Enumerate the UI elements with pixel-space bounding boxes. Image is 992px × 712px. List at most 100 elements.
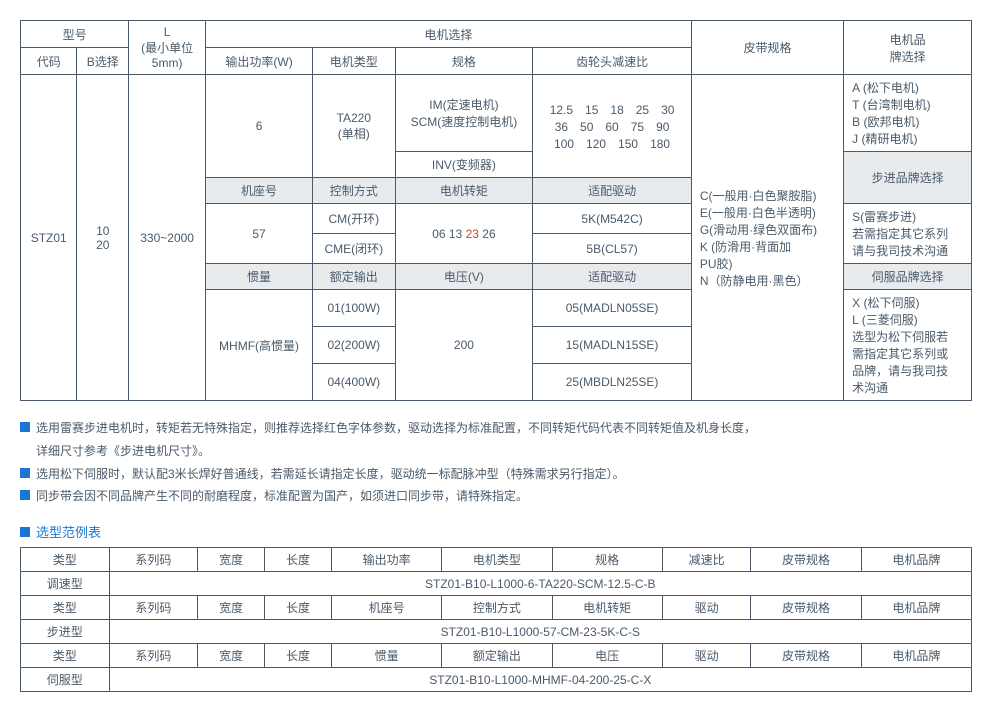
hdr-gear-ratio: 齿轮头减速比 <box>533 48 692 75</box>
ex-h-width: 宽度 <box>198 548 265 572</box>
ex-h-type: 类型 <box>21 548 110 572</box>
bullet-icon <box>20 468 30 478</box>
cell-ta220: TA220 (单相) <box>313 75 395 178</box>
hdr-output-power: 输出功率(W) <box>206 48 313 75</box>
ex-step-code: STZ01-B10-L1000-57-CM-23-5K-C-S <box>109 620 971 644</box>
ex-h-belt3: 皮带规格 <box>751 644 861 668</box>
ex-step-type: 步进型 <box>21 620 110 644</box>
cell-Lval: 330~2000 <box>129 75 206 401</box>
ex-h-series3: 系列码 <box>109 644 198 668</box>
ex-h-ratio: 减速比 <box>662 548 751 572</box>
cell-step-s-note: S(雷赛步进)若需指定其它系列 请与我司技术沟通 <box>844 204 972 264</box>
cell-p01: 01(100W) <box>313 290 395 327</box>
hdr-code: 代码 <box>21 48 77 75</box>
ex-h-torque: 电机转矩 <box>552 596 662 620</box>
hdr-L: L (最小单位 5mm) <box>129 21 206 75</box>
ex-h-mtype: 电机类型 <box>442 548 552 572</box>
ex-h-voltage: 电压 <box>552 644 662 668</box>
ex-h-rated: 额定输出 <box>442 644 552 668</box>
ex-h-type2: 类型 <box>21 596 110 620</box>
ex-h-spec: 规格 <box>552 548 662 572</box>
cell-step-brand-select: 步进品牌选择 <box>844 152 972 204</box>
bullet-icon <box>20 490 30 500</box>
cell-servo-brand-select: 伺服品牌选择 <box>844 264 972 290</box>
bullet-icon <box>20 422 30 432</box>
sub-seat: 机座号 <box>206 178 313 204</box>
note-3: 同步带会因不同品牌产生不同的耐磨程度，标准配置为国产，如须进口同步带，请特殊指定… <box>20 485 972 508</box>
section-title: 选型范例表 <box>20 522 972 541</box>
ex-h-type3: 类型 <box>21 644 110 668</box>
ex-h-belt2: 皮带规格 <box>751 596 861 620</box>
cell-57: 57 <box>206 204 313 264</box>
ex-h-series2: 系列码 <box>109 596 198 620</box>
cell-mhmf: MHMF(高惯量) <box>206 290 313 401</box>
sub-drive: 适配驱动 <box>533 178 692 204</box>
ex-h-power: 输出功率 <box>331 548 441 572</box>
cell-power6: 6 <box>206 75 313 178</box>
bullet-icon <box>20 527 30 537</box>
notes-block: 选用雷赛步进电机时，转矩若无特殊指定，则推荐选择红色字体参数，驱动选择为标准配置… <box>20 417 972 508</box>
ex-h-width2: 宽度 <box>198 596 265 620</box>
cell-v200: 200 <box>395 290 533 401</box>
hdr-model: 型号 <box>21 21 129 48</box>
main-spec-table: 型号 L (最小单位 5mm) 电机选择 皮带规格 电机品 牌选择 代码 B选择… <box>20 20 972 401</box>
ex-h-drive2: 驱动 <box>662 644 751 668</box>
hdr-brand: 电机品 牌选择 <box>844 21 972 75</box>
cell-5b: 5B(CL57) <box>533 234 692 264</box>
cell-p04: 04(400W) <box>313 364 395 401</box>
cell-d15: 15(MADLN15SE) <box>533 327 692 364</box>
sub-rated: 额定输出 <box>313 264 395 290</box>
cell-brand-atbj: A (松下电机) T (台湾制电机) B (欧邦电机) J (精研电机) <box>844 75 972 152</box>
note-1b: 详细尺寸参考《步进电机尺寸》。 <box>20 440 972 463</box>
cell-5k: 5K(M542C) <box>533 204 692 234</box>
note-1b-text: 详细尺寸参考《步进电机尺寸》。 <box>36 440 210 463</box>
ex-speed-code: STZ01-B10-L1000-6-TA220-SCM-12.5-C-B <box>109 572 971 596</box>
ex-h-brand: 电机品牌 <box>861 548 971 572</box>
ex-h-seat: 机座号 <box>331 596 441 620</box>
cell-cm: CM(开环) <box>313 204 395 234</box>
section-title-text: 选型范例表 <box>36 522 101 541</box>
ex-h-length2: 长度 <box>265 596 332 620</box>
cell-d25: 25(MBDLN25SE) <box>533 364 692 401</box>
sub-drive2: 适配驱动 <box>533 264 692 290</box>
cell-cme: CME(闭环) <box>313 234 395 264</box>
sub-ctrl: 控制方式 <box>313 178 395 204</box>
ex-servo-type: 伺服型 <box>21 668 110 692</box>
sub-torque: 电机转矩 <box>395 178 533 204</box>
note-2-text: 选用松下伺服时，默认配3米长焊好普通线，若需延长请指定长度，驱动统一标配脉冲型（… <box>36 463 625 486</box>
cell-torque-vals: 06 13 23 26 <box>395 204 533 264</box>
ex-h-inertia: 惯量 <box>331 644 441 668</box>
ex-h-length: 长度 <box>265 548 332 572</box>
note-1: 选用雷赛步进电机时，转矩若无特殊指定，则推荐选择红色字体参数，驱动选择为标准配置… <box>20 417 972 440</box>
ex-h-series: 系列码 <box>109 548 198 572</box>
hdr-motor-select: 电机选择 <box>206 21 692 48</box>
cell-belt-list: C(一般用·白色聚胺脂) E(一般用·白色半透明) G(滑动用·绿色双面布) K… <box>691 75 843 401</box>
sub-inertia: 惯量 <box>206 264 313 290</box>
cell-ratios: 12.5 15 18 25 30 36 50 60 75 90 100 120 … <box>533 75 692 178</box>
cell-servo-note: X (松下伺服) L (三菱伺服)选型为松下伺服若 需指定其它系列或 品牌，请与… <box>844 290 972 401</box>
note-3-text: 同步带会因不同品牌产生不同的耐磨程度，标准配置为国产，如须进口同步带，请特殊指定… <box>36 485 528 508</box>
hdr-motor-type: 电机类型 <box>313 48 395 75</box>
note-2: 选用松下伺服时，默认配3米长焊好普通线，若需延长请指定长度，驱动统一标配脉冲型（… <box>20 463 972 486</box>
ex-h-drive: 驱动 <box>662 596 751 620</box>
cell-p02: 02(200W) <box>313 327 395 364</box>
ex-speed-type: 调速型 <box>21 572 110 596</box>
ex-servo-code: STZ01-B10-L1000-MHMF-04-200-25-C-X <box>109 668 971 692</box>
ex-h-brand3: 电机品牌 <box>861 644 971 668</box>
note-1-text: 选用雷赛步进电机时，转矩若无特殊指定，则推荐选择红色字体参数，驱动选择为标准配置… <box>36 417 756 440</box>
ex-h-width3: 宽度 <box>198 644 265 668</box>
hdr-belt: 皮带规格 <box>691 21 843 75</box>
cell-inv: INV(变频器) <box>395 152 533 178</box>
ex-h-belt: 皮带规格 <box>751 548 861 572</box>
ex-h-length3: 长度 <box>265 644 332 668</box>
hdr-bselect: B选择 <box>77 48 129 75</box>
cell-stz01: STZ01 <box>21 75 77 401</box>
ex-h-ctrl: 控制方式 <box>442 596 552 620</box>
example-table: 类型 系列码 宽度 长度 输出功率 电机类型 规格 减速比 皮带规格 电机品牌 … <box>20 547 972 692</box>
cell-d05: 05(MADLN05SE) <box>533 290 692 327</box>
hdr-spec: 规格 <box>395 48 533 75</box>
cell-im-scm: IM(定速电机) SCM(速度控制电机) <box>395 75 533 152</box>
sub-voltage: 电压(V) <box>395 264 533 290</box>
ex-h-brand2: 电机品牌 <box>861 596 971 620</box>
cell-bvals: 10 20 <box>77 75 129 401</box>
